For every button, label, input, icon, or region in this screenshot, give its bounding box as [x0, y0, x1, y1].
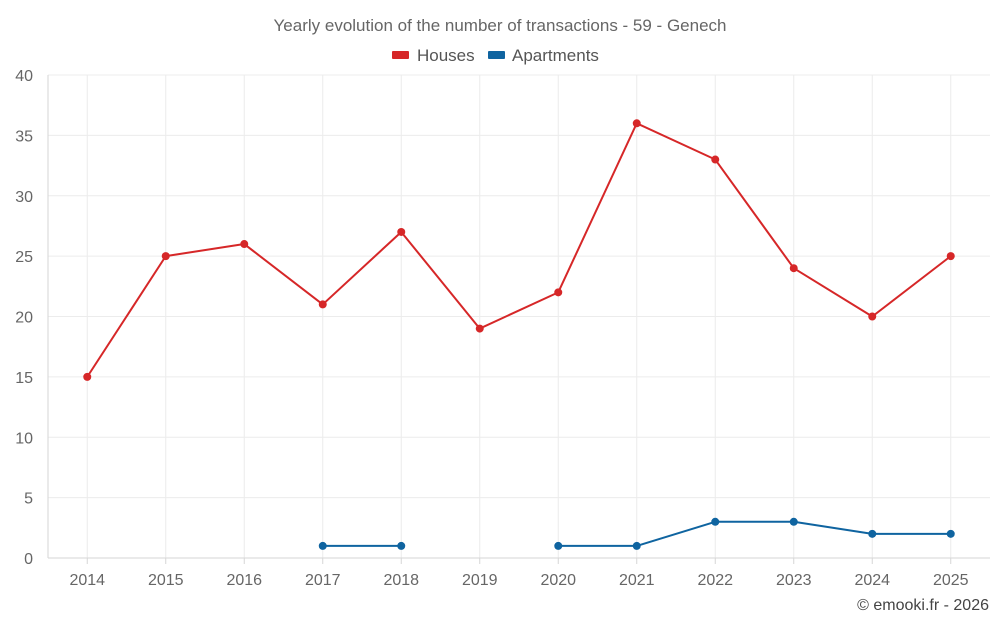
x-tick-label: 2017 [305, 572, 341, 589]
data-point-houses-2014[interactable] [83, 372, 92, 381]
line-segment-houses [635, 122, 717, 161]
data-point-houses-2021[interactable] [632, 119, 641, 128]
data-point-houses-2020[interactable] [554, 288, 563, 297]
line-segment-apartments [635, 520, 717, 547]
series-apartments [318, 517, 955, 550]
x-tick-label: 2019 [462, 572, 498, 589]
data-point-houses-2017[interactable] [318, 300, 327, 309]
data-point-apartments-2017[interactable] [318, 541, 327, 550]
data-point-apartments-2020[interactable] [554, 541, 563, 550]
y-tick-label: 10 [15, 430, 33, 447]
y-tick-label: 20 [15, 310, 33, 327]
data-point-apartments-2023[interactable] [789, 517, 798, 526]
axes [47, 75, 990, 564]
y-tick-label: 5 [24, 491, 33, 508]
data-point-houses-2022[interactable] [711, 155, 720, 164]
x-tick-label: 2016 [226, 572, 262, 589]
y-tick-label: 0 [24, 551, 33, 568]
x-tick-label: 2024 [854, 572, 890, 589]
y-axis-ticks: 0 5 10 15 20 25 30 35 40 [15, 68, 33, 568]
data-point-houses-2018[interactable] [397, 227, 406, 236]
x-tick-label: 2014 [69, 572, 105, 589]
data-point-houses-2015[interactable] [161, 252, 170, 261]
x-tick-label: 2015 [148, 572, 184, 589]
x-axis-ticks: 2014 2015 2016 2017 2018 2019 2020 2021 2022 2023… [69, 572, 968, 589]
line-segment-houses [86, 255, 167, 378]
line-segment-apartments [792, 520, 874, 535]
legend-label-houses: Houses [417, 46, 475, 65]
x-tick-label: 2023 [776, 572, 812, 589]
legend: Houses Apartments [392, 46, 599, 65]
y-tick-label: 35 [15, 128, 33, 145]
legend-item-houses[interactable]: Houses [392, 46, 475, 65]
y-tick-label: 15 [15, 370, 33, 387]
chart-title: Yearly evolution of the number of transa… [274, 16, 727, 35]
data-point-apartments-2024[interactable] [868, 529, 877, 538]
data-point-houses-2019[interactable] [475, 324, 484, 333]
legend-item-apartments[interactable]: Apartments [488, 46, 599, 65]
data-point-apartments-2018[interactable] [397, 541, 406, 550]
y-tick-label: 40 [15, 68, 33, 85]
series [83, 119, 955, 550]
x-tick-label: 2025 [933, 572, 969, 589]
line-segment-houses [478, 291, 560, 330]
data-point-houses-2016[interactable] [240, 240, 249, 249]
legend-label-apartments: Apartments [512, 46, 599, 65]
legend-swatch-apartments [488, 51, 505, 59]
line-segment-houses [164, 243, 246, 258]
y-tick-label: 30 [15, 189, 33, 206]
data-point-apartments-2021[interactable] [632, 541, 641, 550]
line-segment-houses [243, 243, 324, 306]
data-point-houses-2023[interactable] [789, 264, 798, 273]
data-point-apartments-2022[interactable] [711, 517, 720, 526]
data-point-houses-2024[interactable] [868, 312, 877, 321]
series-houses [83, 119, 955, 381]
x-tick-label: 2018 [383, 572, 419, 589]
grid [48, 74, 990, 558]
x-tick-label: 2020 [540, 572, 576, 589]
legend-swatch-houses [392, 51, 409, 59]
line-segment-houses [792, 267, 874, 318]
line-segment-houses [714, 158, 795, 270]
line-segment-houses [321, 230, 403, 306]
line-segment-houses [557, 122, 638, 294]
x-tick-label: 2022 [697, 572, 733, 589]
y-tick-label: 25 [15, 249, 33, 266]
line-segment-houses [871, 255, 952, 318]
x-tick-label: 2021 [619, 572, 655, 589]
data-point-houses-2025[interactable] [946, 252, 955, 261]
data-point-apartments-2025[interactable] [946, 529, 955, 538]
line-segment-houses [400, 230, 481, 330]
copyright-credit: © emooki.fr - 2026 [857, 597, 989, 614]
